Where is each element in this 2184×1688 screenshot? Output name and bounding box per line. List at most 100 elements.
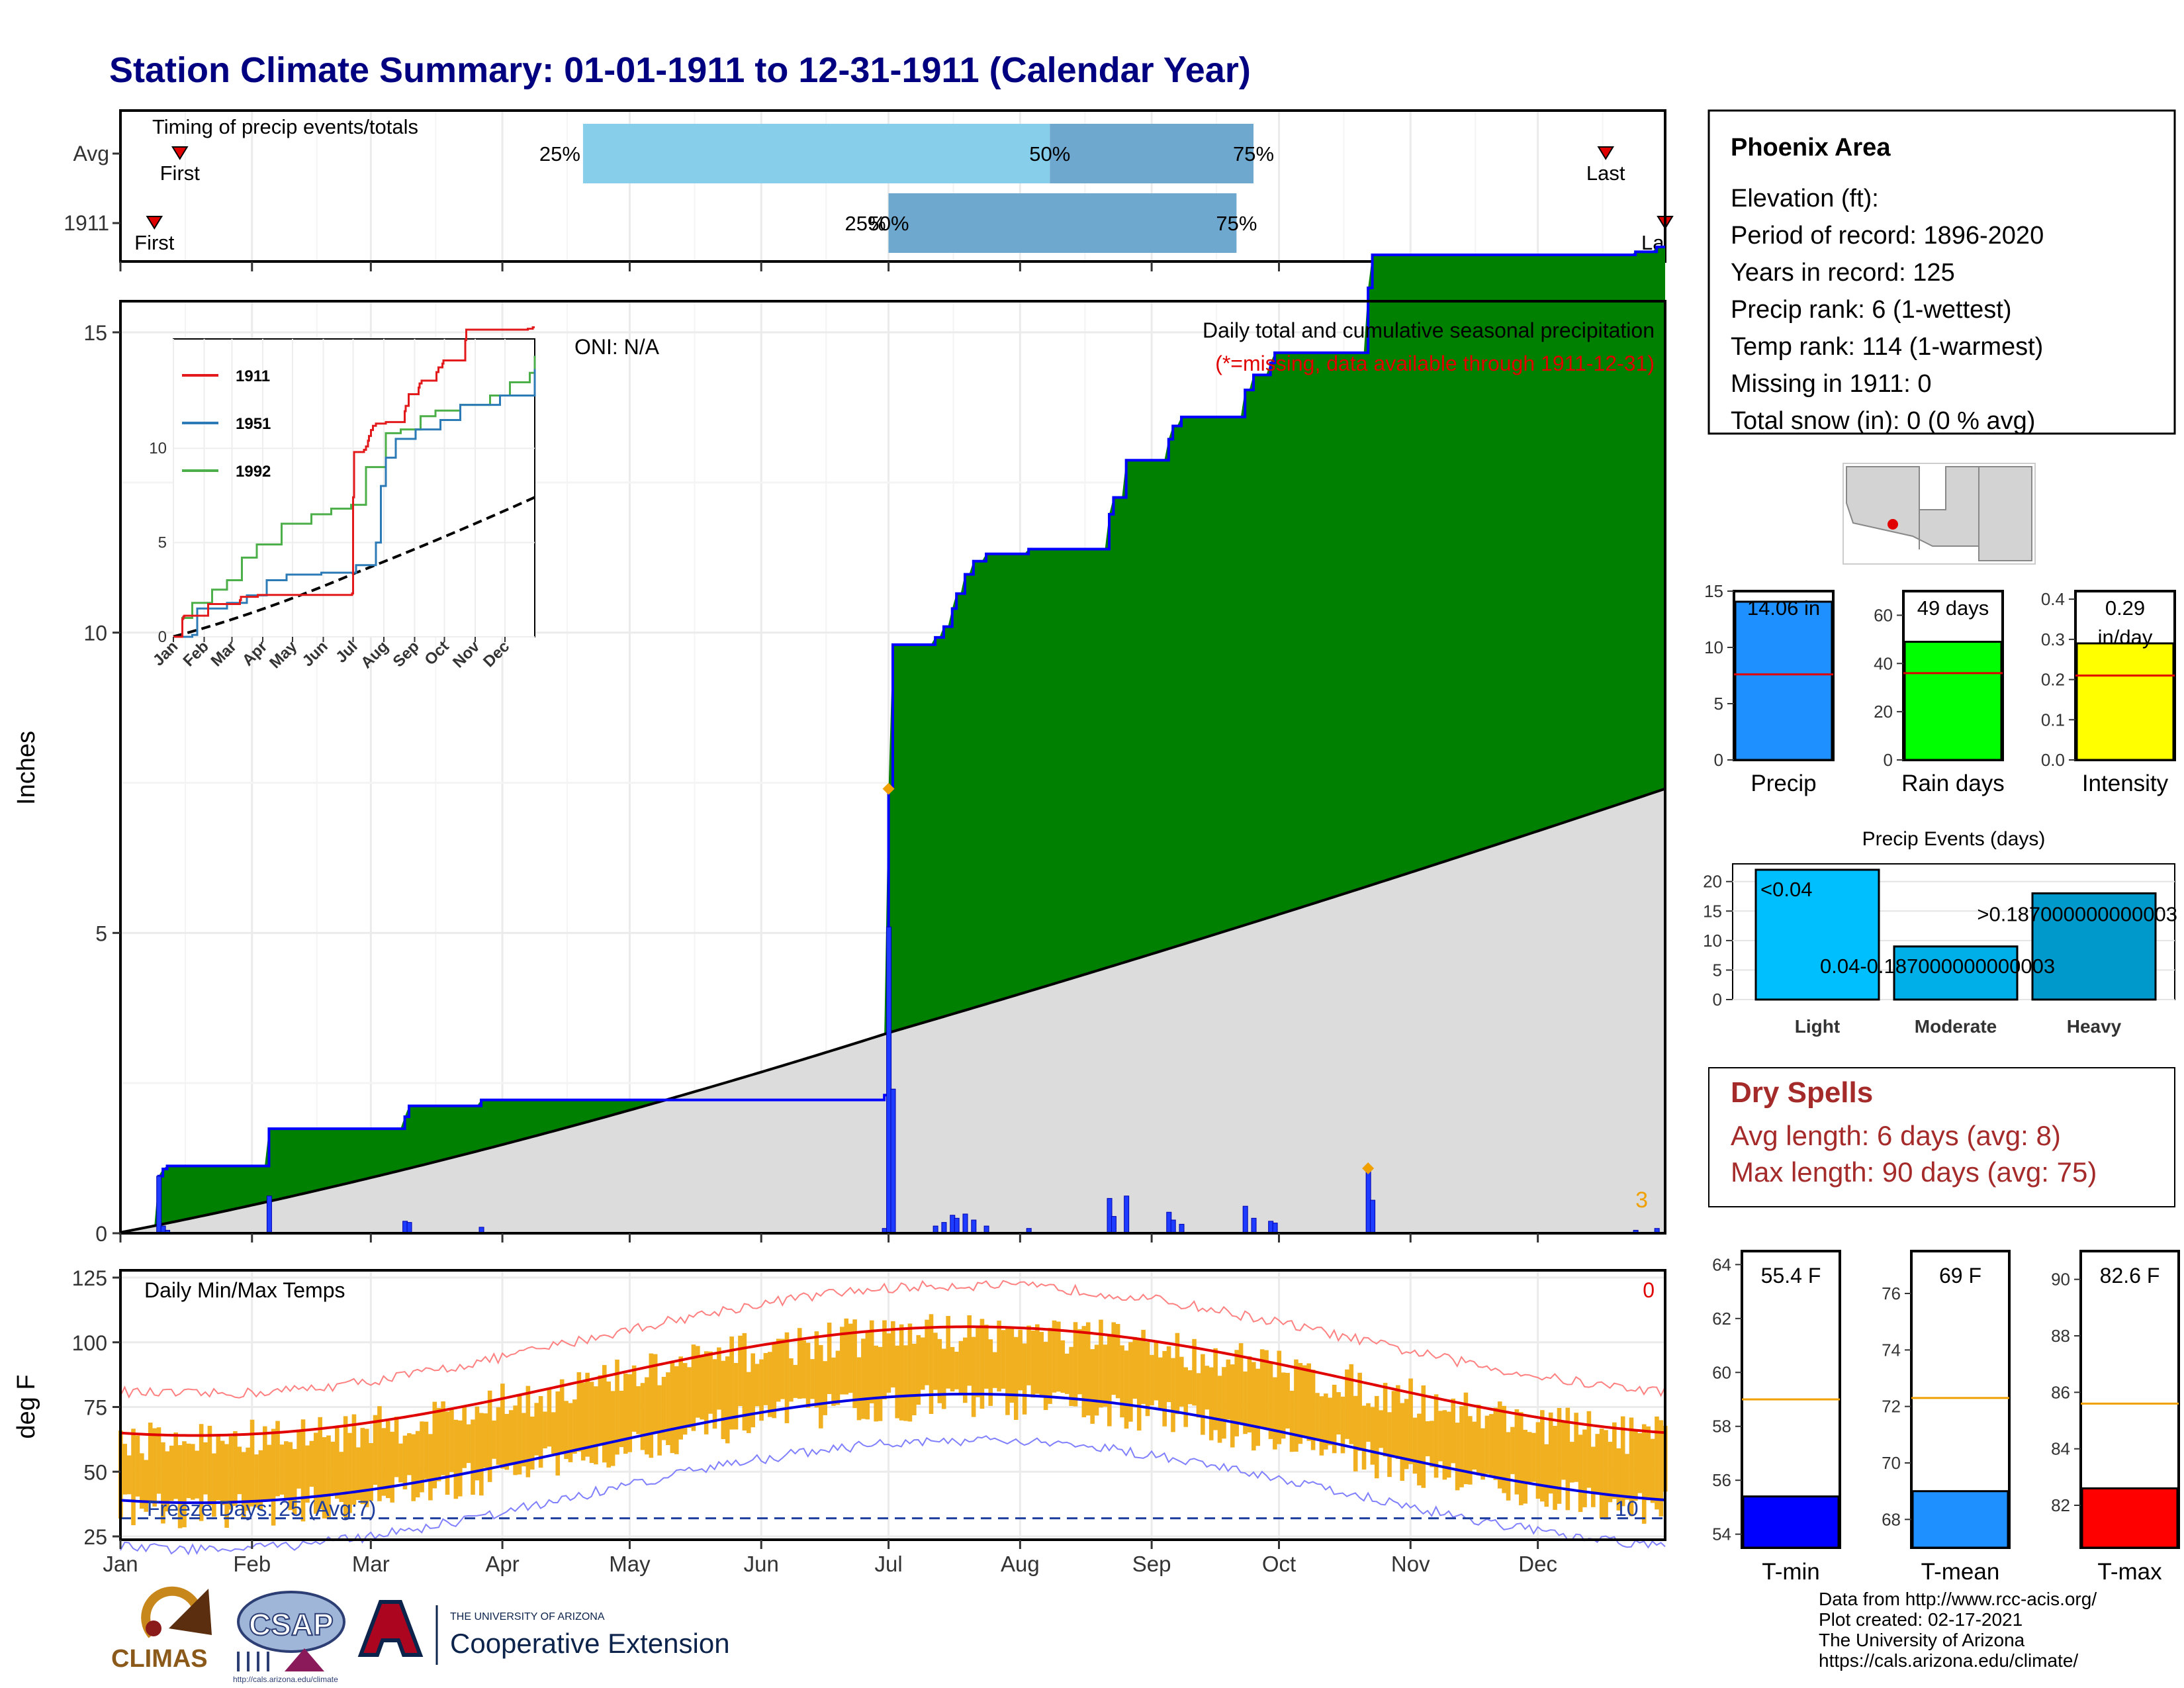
tbar-ytick-label: 54: [1712, 1524, 1731, 1544]
mini-axis-label: Precip: [1751, 771, 1816, 796]
daily-temp-bar: [148, 1423, 153, 1503]
daily-temp-bar: [1259, 1349, 1265, 1429]
timing-label: Timing of precip events/totals: [152, 115, 418, 138]
daily-temp-bar: [589, 1382, 594, 1464]
daily-temp-bar: [1103, 1344, 1108, 1407]
precip-caption: Daily total and cumulative seasonal prec…: [1203, 318, 1655, 342]
daily-temp-bar: [797, 1328, 802, 1399]
daily-temp-bar: [869, 1320, 874, 1403]
daily-temp-bar: [343, 1416, 348, 1518]
dry-spells-title: Dry Spells: [1731, 1076, 1873, 1109]
daily-temp-bar: [1043, 1342, 1048, 1411]
daily-temp-bar: [1361, 1405, 1367, 1470]
daily-temp-bar: [789, 1358, 794, 1402]
daily-temp-bar: [937, 1338, 942, 1403]
events-ytick-label: 15: [1703, 901, 1722, 921]
daily-temp-bar: [1336, 1392, 1341, 1434]
first-label: First: [160, 162, 201, 185]
footer-line: Data from http://www.rcc-acis.org/: [1819, 1589, 2097, 1609]
tbar-ytick-label: 70: [1882, 1453, 1901, 1473]
daily-temp-bar: [1357, 1372, 1362, 1451]
daily-temp-bar: [1502, 1405, 1506, 1493]
daily-temp-bar: [1247, 1356, 1252, 1432]
month-label: Jul: [874, 1552, 902, 1576]
daily-temp-bar: [572, 1399, 577, 1454]
daily-temp-bar: [1077, 1329, 1082, 1395]
daily-temp-bar: [827, 1323, 832, 1394]
daily-temp-bar: [1400, 1403, 1405, 1481]
temp-ytick-label: 125: [72, 1266, 107, 1290]
daily-temp-bar: [805, 1342, 811, 1408]
daily-temp-bar: [640, 1383, 645, 1450]
daily-temp-bar: [1433, 1394, 1439, 1478]
daily-temp-bar: [140, 1453, 144, 1509]
missing-marker: [1362, 1162, 1375, 1175]
daily-temp-bar: [1175, 1333, 1180, 1415]
daily-temp-bar: [126, 1455, 132, 1495]
daily-temp-bar: [335, 1427, 340, 1499]
daily-temp-bar: [751, 1353, 756, 1428]
daily-temp-bar: [1094, 1344, 1099, 1416]
daily-temp-bar: [1179, 1356, 1184, 1407]
daily-temp-bar: [1060, 1340, 1066, 1393]
daily-temp-bar: [1213, 1348, 1218, 1430]
daily-temp-bar: [619, 1390, 624, 1448]
daily-temp-bar: [407, 1433, 412, 1476]
freeze-label: Freeze Days: 25 (Avg:7): [147, 1497, 376, 1521]
daily-temp-bar: [1158, 1357, 1163, 1409]
daily-precip-bar: [890, 1088, 896, 1234]
daily-temp-bar: [1306, 1363, 1311, 1441]
daily-temp-bar: [1489, 1414, 1494, 1476]
daily-temp-bar: [300, 1419, 306, 1522]
daily-temp-bar: [496, 1407, 501, 1465]
daily-temp-bar: [886, 1333, 891, 1393]
temp-frame: [119, 1269, 1666, 1541]
daily-temp-bar: [559, 1379, 565, 1454]
mini-ytick-label: 5: [1714, 694, 1723, 714]
daily-temp-bar: [275, 1421, 280, 1497]
daily-temp-bar: [284, 1441, 289, 1499]
mini-ytick-label: 0.4: [2041, 589, 2065, 609]
daily-temp-bar: [1379, 1410, 1383, 1448]
summary-line: Missing in 1911: 0: [1731, 370, 1931, 398]
daily-temp-bar: [801, 1340, 806, 1399]
month-label: Jan: [103, 1552, 138, 1576]
daily-temp-bar: [1310, 1370, 1316, 1450]
daily-temp-bar: [878, 1346, 883, 1421]
avg-min-line: [120, 1392, 1666, 1505]
daily-temp-bar: [895, 1345, 900, 1419]
daily-temp-bar: [704, 1351, 709, 1434]
daily-temp-bar: [1480, 1428, 1485, 1480]
csap-text: CSAP: [249, 1607, 334, 1642]
daily-temp-bar: [1192, 1338, 1197, 1406]
daily-temp-bar: [1604, 1430, 1608, 1520]
daily-temp-bar: [1391, 1391, 1396, 1456]
daily-temp-bar: [1324, 1393, 1328, 1450]
inset-ytick-label: 0: [158, 628, 167, 646]
daily-temp-bar: [861, 1338, 866, 1419]
daily-temp-bar: [144, 1460, 149, 1512]
daily-temp-bar: [946, 1315, 950, 1389]
temp-missing: 0: [1643, 1278, 1655, 1302]
daily-temp-bar: [534, 1403, 539, 1456]
daily-temp-bar: [1612, 1422, 1617, 1499]
mini-bar-raindays: [1903, 641, 2003, 761]
timing-q50-label: 50%: [1029, 142, 1070, 165]
mini-ytick-label: 40: [1874, 653, 1893, 673]
footer-line: The University of Arizona: [1819, 1630, 2025, 1650]
mini-ytick-label: 0.3: [2041, 630, 2065, 649]
inset-series-1911: [173, 326, 535, 638]
daily-temp-bar: [1497, 1401, 1502, 1489]
daily-temp-bar: [738, 1335, 743, 1406]
daily-temp-bar: [1208, 1367, 1214, 1440]
tbar-ytick-label: 62: [1712, 1309, 1731, 1329]
tbar-axis-label: T-max: [2097, 1559, 2162, 1585]
daily-precip-bar: [1242, 1205, 1248, 1234]
daily-temp-bar: [207, 1425, 212, 1506]
daily-precip-bar: [971, 1219, 977, 1234]
daily-temp-bar: [182, 1441, 187, 1528]
record-high-line: [120, 1280, 1666, 1399]
ua-big-text: Cooperative Extension: [450, 1628, 730, 1659]
daily-temp-bar: [568, 1403, 573, 1462]
daily-temp-bar: [1018, 1329, 1023, 1391]
